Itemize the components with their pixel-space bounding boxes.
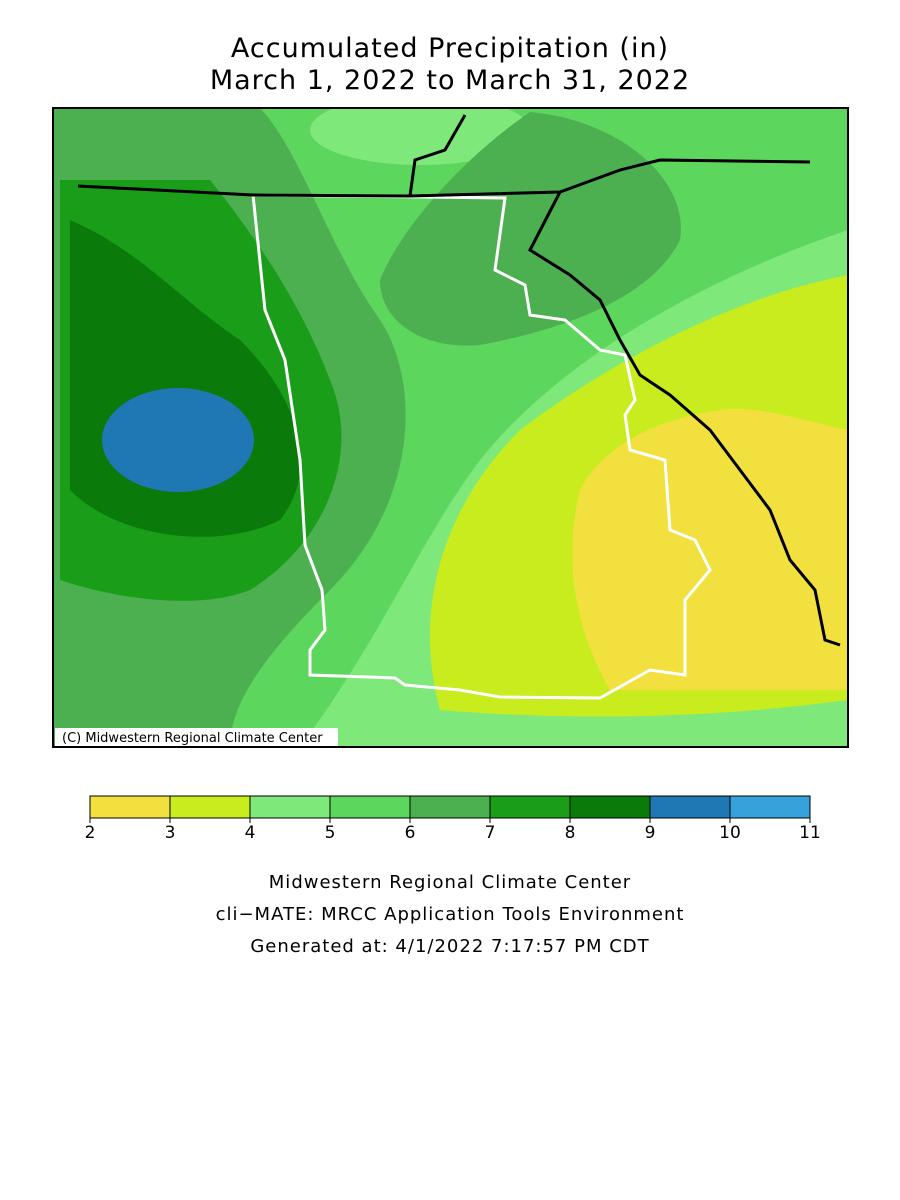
map: (C) Midwestern Regional Climate Center [53,108,848,747]
colorbar-tick-label: 3 [165,823,176,843]
region-fill [380,112,681,346]
region-fill [310,108,530,165]
colorbar-segment [729,795,811,819]
region-fill [102,388,254,492]
colorbar-segment [409,795,491,819]
river [408,114,841,647]
colorbar-tick-label: 7 [485,823,496,843]
colorbar-tick-label: 2 [85,823,96,843]
title-line: March 1, 2022 to March 31, 2022 [210,65,690,96]
colorbar-tick-label: 9 [645,823,656,843]
title-line: Accumulated Precipitation (in) [231,33,669,64]
colorbar: 2 3 4 5 6 7 8 9 10 11 [85,795,821,843]
colorbar-segment [89,795,171,819]
colorbar-segment [169,795,251,819]
region-fill [572,409,848,690]
colorbar-tick-label: 4 [245,823,256,843]
colorbar-tick-label: 10 [719,823,741,843]
colorbar-segment [569,795,651,819]
footer-line: Generated at: 4/1/2022 7:17:57 PM CDT [250,936,649,957]
colorbar-tick-label: 5 [325,823,336,843]
state-outline [251,193,712,700]
colorbar-segment [329,795,411,819]
map-frame [52,107,849,748]
colorbar-segment [649,795,731,819]
credit-box [55,728,338,746]
colorbar-tick-label: 6 [405,823,416,843]
colorbar-segment [489,795,571,819]
footer-line: cli−MATE: MRCC Application Tools Environ… [216,904,685,925]
footer-line: Midwestern Regional Climate Center [269,872,631,893]
colorbar-tick-label: 8 [565,823,576,843]
credit: (C) Midwestern Regional Climate Center [62,731,323,746]
colorbar-segment [249,795,331,819]
colorbar-tick-label: 11 [799,823,821,843]
